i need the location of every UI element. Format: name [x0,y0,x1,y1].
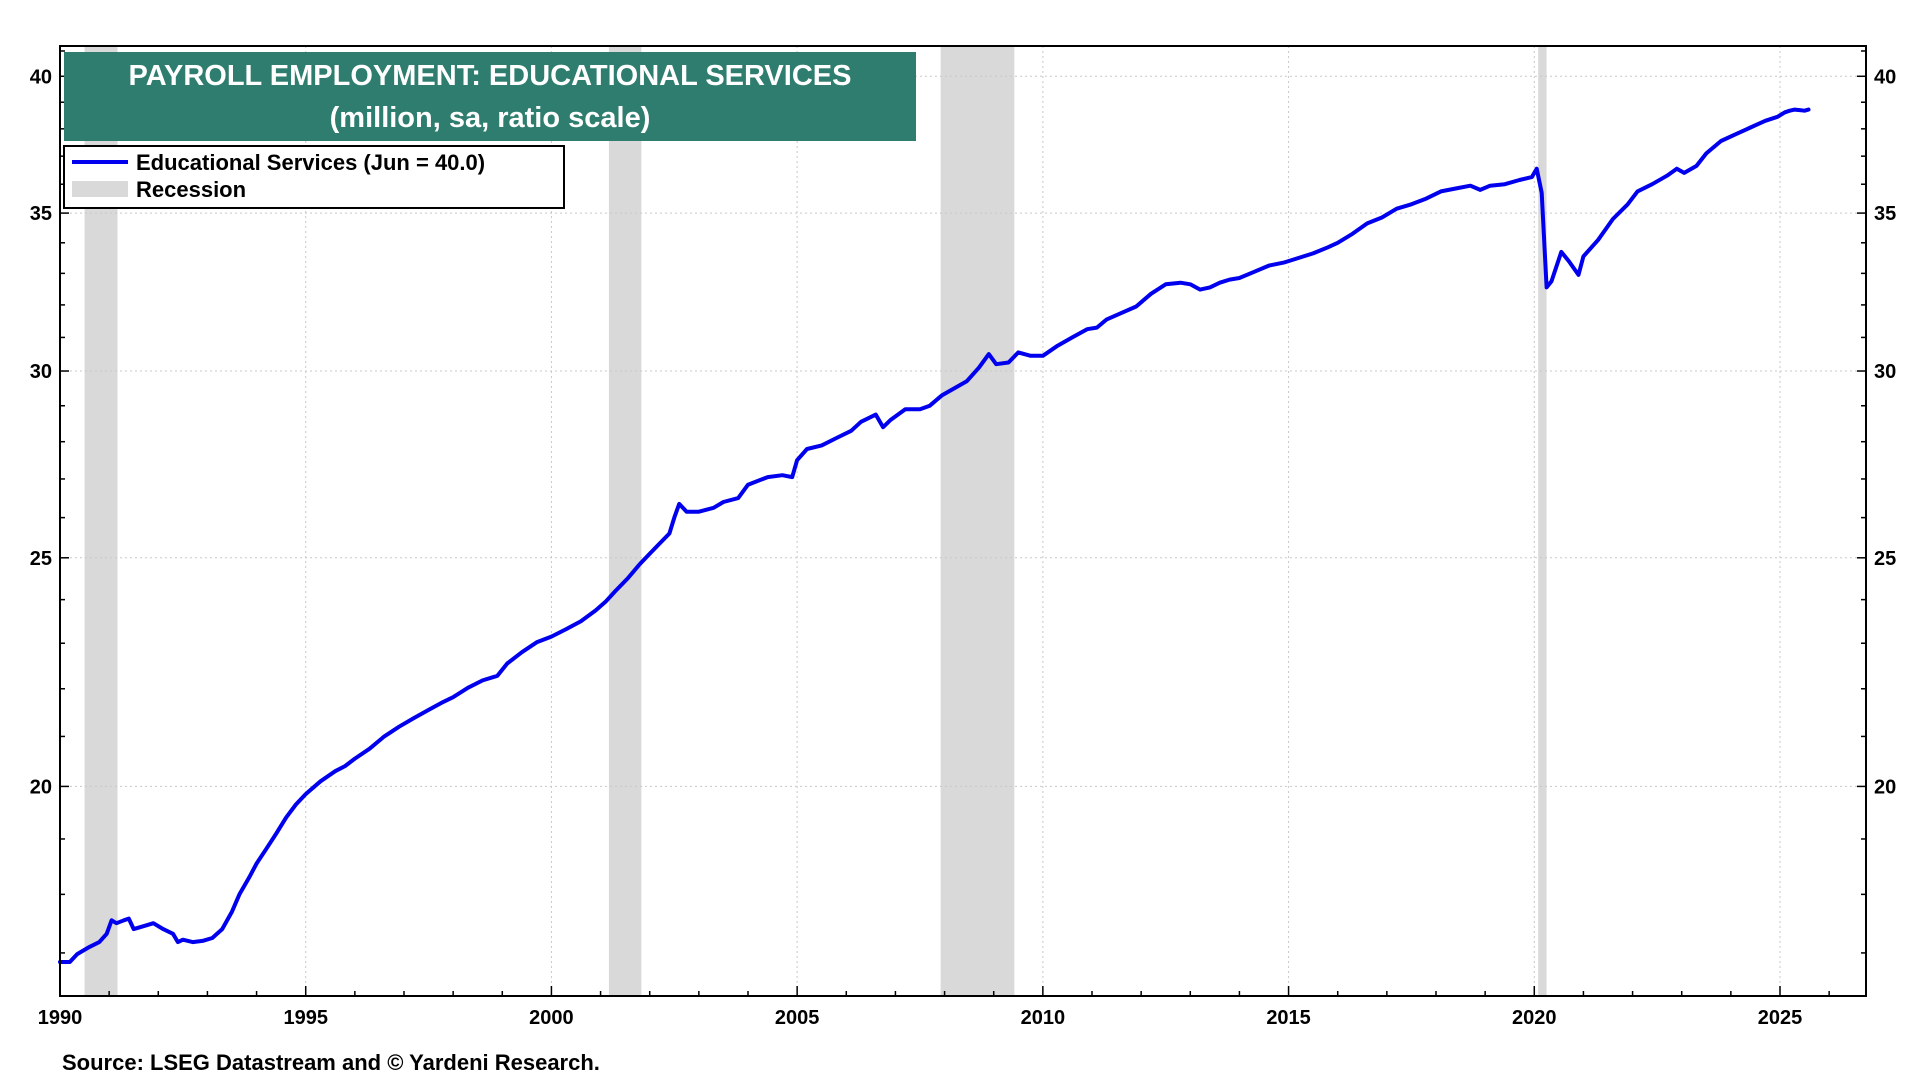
y-tick-label-right-25: 25 [1874,548,1896,570]
legend-recession-swatch [72,181,128,197]
series-layer [58,107,1811,964]
legend-box [63,145,565,209]
y-tick-label-left-25: 25 [30,548,52,570]
title-background [64,52,916,141]
y-tick-label-right-40: 40 [1874,66,1896,88]
x-tick-label-1995: 1995 [283,1007,328,1029]
x-tick-label-2005: 2005 [775,1007,820,1029]
x-tick-label-2010: 2010 [1021,1007,1066,1029]
recession-band-1 [608,46,642,996]
chart-title: PAYROLL EMPLOYMENT: EDUCATIONAL SERVICES [129,60,852,92]
legend: Educational Services (Jun = 40.0) Recess… [63,145,565,209]
y-tick-label-left-40: 40 [30,66,52,88]
title-box: PAYROLL EMPLOYMENT: EDUCATIONAL SERVICES… [64,52,916,141]
x-tick-label-1990: 1990 [38,1007,83,1029]
y-tick-label-right-30: 30 [1874,361,1896,383]
x-tick-label-2000: 2000 [529,1007,574,1029]
y-tick-label-left-30: 30 [30,361,52,383]
plot-frame [59,45,1867,997]
y-tick-label-left-35: 35 [30,203,52,225]
x-tick-label-2015: 2015 [1266,1007,1311,1029]
legend-entry-series: Educational Services (Jun = 40.0) [136,150,485,175]
y-tick-label-left-20: 20 [30,776,52,798]
source-note: Source: LSEG Datastream and © Yardeni Re… [62,1050,600,1075]
recession-band-2 [940,46,1015,996]
y-tick-label-right-35: 35 [1874,203,1896,225]
series-line-0 [58,107,1811,964]
recession-band-3 [1538,46,1547,996]
x-tick-label-2025: 2025 [1758,1007,1803,1029]
x-tick-label-2020: 2020 [1512,1007,1557,1029]
legend-entry-recession: Recession [136,177,246,202]
y-tick-label-right-20: 20 [1874,776,1896,798]
chart-subtitle: (million, sa, ratio scale) [330,102,651,134]
